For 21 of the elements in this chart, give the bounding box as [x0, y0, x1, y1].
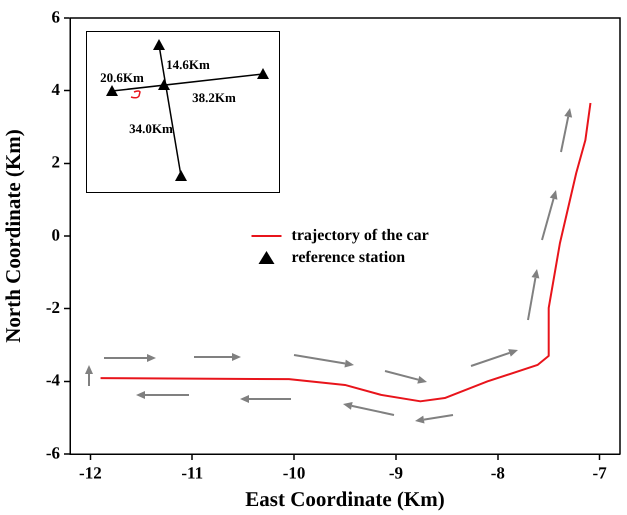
x-axis-title: East Coordinate (Km): [245, 486, 445, 511]
x-tick-label: -9: [388, 464, 404, 483]
y-tick-label: 0: [52, 225, 60, 244]
annotation: 34.0Km: [129, 121, 173, 137]
x-tick-label: -10: [282, 464, 306, 483]
x-tick-label: -11: [181, 464, 204, 483]
y-tick-label: 6: [52, 7, 60, 26]
x-tick-label: -7: [592, 464, 608, 483]
x-tick-label: -12: [79, 464, 102, 483]
annotation: 14.6Km: [166, 57, 210, 73]
y-tick-label: -6: [46, 443, 60, 462]
annotation: 20.6Km: [100, 70, 144, 86]
legend-label: trajectory of the car: [292, 227, 429, 244]
annotation: 38.2Km: [192, 90, 236, 106]
legend-label: reference station: [292, 249, 406, 266]
y-tick-label: -2: [46, 298, 60, 318]
y-tick-label: 4: [52, 80, 60, 100]
y-tick-label: 2: [52, 152, 60, 172]
y-tick-label: -4: [46, 370, 60, 390]
x-tick-label: -8: [490, 464, 505, 483]
y-axis-title: North Coordinate (Km): [1, 129, 26, 343]
